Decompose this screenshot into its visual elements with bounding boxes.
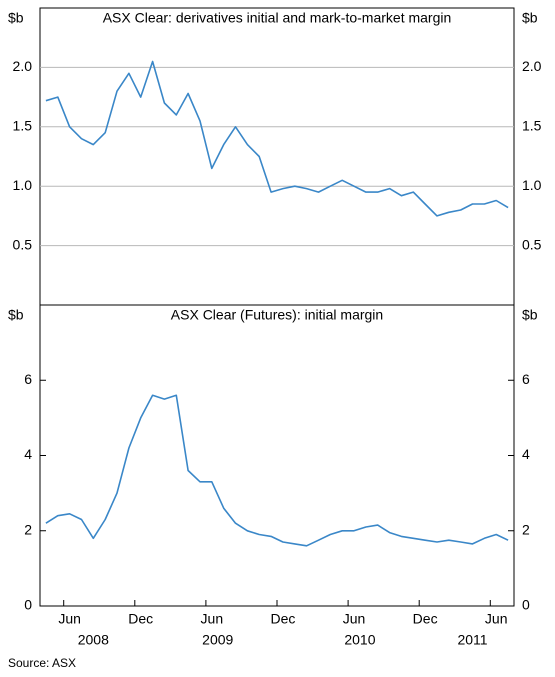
data-line bbox=[45, 60, 509, 217]
y-tick-label: 2.0 bbox=[13, 58, 33, 74]
y-tick-label: 1.0 bbox=[13, 177, 33, 193]
year-label: 2010 bbox=[344, 632, 375, 648]
x-tick-label: Dec bbox=[128, 611, 153, 627]
unit-label: $b bbox=[522, 307, 538, 323]
y-tick-label: 2 bbox=[522, 521, 530, 537]
y-tick-label: 0 bbox=[24, 597, 32, 613]
unit-label: $b bbox=[8, 10, 24, 26]
x-tick-label: Jun bbox=[485, 611, 508, 627]
unit-label: $b bbox=[522, 10, 538, 26]
y-tick-label: 6 bbox=[24, 371, 32, 387]
x-tick-label: Jun bbox=[343, 611, 366, 627]
y-tick-label: 0.5 bbox=[13, 236, 33, 252]
x-tick-label: Dec bbox=[270, 611, 295, 627]
y-tick-label: 2 bbox=[24, 521, 32, 537]
y-tick-label: 1.5 bbox=[522, 118, 542, 134]
y-tick-label: 4 bbox=[24, 446, 32, 462]
panel-title: ASX Clear: derivatives initial and mark-… bbox=[103, 10, 452, 26]
year-label: 2011 bbox=[457, 632, 487, 648]
y-tick-label: 2.0 bbox=[522, 58, 542, 74]
year-label: 2008 bbox=[78, 632, 109, 648]
data-line bbox=[45, 394, 509, 547]
y-tick-label: 6 bbox=[522, 371, 530, 387]
panel-title: ASX Clear (Futures): initial margin bbox=[171, 307, 383, 323]
source: Source: ASX bbox=[8, 656, 76, 670]
y-tick-label: 1.5 bbox=[13, 118, 33, 134]
y-tick-label: 0 bbox=[522, 597, 530, 613]
x-tick-label: Jun bbox=[201, 611, 224, 627]
unit-label: $b bbox=[8, 307, 24, 323]
y-tick-label: 4 bbox=[522, 446, 530, 462]
x-tick-label: Dec bbox=[413, 611, 438, 627]
y-tick-label: 0.5 bbox=[522, 236, 542, 252]
year-label: 2009 bbox=[202, 632, 233, 648]
y-tick-label: 1.0 bbox=[522, 177, 542, 193]
x-tick-label: Jun bbox=[58, 611, 81, 627]
